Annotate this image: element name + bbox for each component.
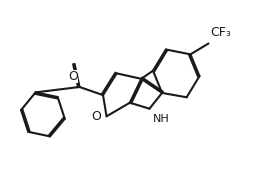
Text: NH: NH [153,114,169,124]
Text: O: O [68,70,78,83]
Text: O: O [91,110,101,123]
Text: CF₃: CF₃ [210,26,231,39]
